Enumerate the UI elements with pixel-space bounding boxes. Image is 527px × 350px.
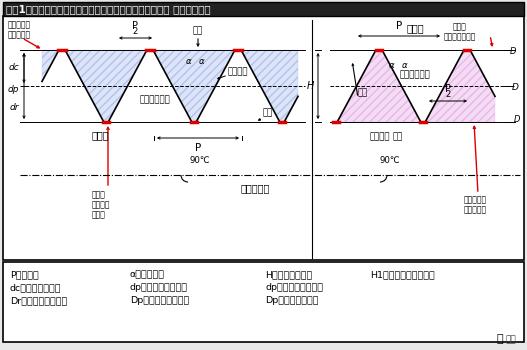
Bar [3, 16, 524, 260]
Text: α: α [186, 57, 191, 66]
Text: フランク: フランク [370, 133, 391, 141]
Text: ねじ山の角度: ねじ山の角度 [140, 96, 170, 105]
Bar [3, 2, 524, 16]
Text: 山頂の切り
とりの高さ: 山頂の切り とりの高さ [8, 20, 31, 40]
Text: 谷底: 谷底 [358, 89, 368, 98]
Text: おねじ: おねじ [91, 130, 109, 140]
Text: dp：おねじの有効径: dp：おねじの有効径 [130, 283, 188, 292]
Text: P: P [445, 84, 451, 94]
Text: 90℃: 90℃ [380, 156, 401, 165]
Text: H: H [307, 81, 314, 91]
Text: α: α [388, 61, 394, 70]
Text: フランク: フランク [228, 68, 249, 77]
Text: 谷底の
切りとり
の高さ: 谷底の 切りとり の高さ [92, 190, 111, 220]
Text: 2: 2 [445, 90, 451, 99]
Text: 🔍: 🔍 [496, 334, 503, 344]
Text: 谷底の
切りとりの高さ: 谷底の 切りとりの高さ [444, 22, 476, 41]
Text: 90℃: 90℃ [190, 156, 210, 165]
Text: 拡大: 拡大 [505, 335, 516, 344]
Text: D: D [514, 116, 521, 125]
Text: α: α [199, 57, 204, 66]
Bar [3, 262, 524, 342]
Text: 【図1】ねじ山の各部名称と記号（ねじ締結の理論と計算 養賢堂より）: 【図1】ねじ山の各部名称と記号（ねじ締結の理論と計算 養賢堂より） [6, 5, 211, 14]
Text: P：ピッチ: P：ピッチ [10, 270, 39, 279]
Text: D: D [512, 83, 519, 91]
Text: α：山の半角: α：山の半角 [130, 270, 165, 279]
Polygon shape [335, 50, 495, 122]
Text: ねじの軸線: ねじの軸線 [240, 183, 270, 193]
Text: 山頂: 山頂 [193, 26, 203, 35]
Text: dc：おねじの外径: dc：おねじの外径 [10, 283, 62, 292]
Text: 2: 2 [132, 27, 138, 36]
Text: Dp：めねじの内径: Dp：めねじの内径 [265, 296, 318, 305]
Text: D: D [510, 48, 516, 56]
Text: 山頂: 山頂 [393, 132, 403, 141]
Text: 山頂の切り
とりの高さ: 山頂の切り とりの高さ [464, 195, 487, 215]
Text: dc: dc [8, 63, 19, 72]
Text: dp: dp [7, 85, 19, 94]
Text: Dp：めねじの有効径: Dp：めねじの有効径 [130, 296, 189, 305]
Text: Dr：めねじの谷の径: Dr：めねじの谷の径 [10, 296, 67, 305]
Text: 谷底: 谷底 [263, 108, 273, 118]
Text: めねじ: めねじ [406, 23, 424, 33]
Polygon shape [42, 50, 298, 122]
Text: ねじ山の角度: ねじ山の角度 [399, 70, 431, 79]
Text: P: P [195, 143, 201, 153]
Text: H：とがり山高さ: H：とがり山高さ [265, 270, 313, 279]
Text: P: P [396, 21, 402, 31]
Text: dr: dr [9, 103, 19, 112]
Text: α: α [402, 61, 407, 70]
Text: P: P [132, 21, 138, 31]
Text: dp：おねじの谷の径: dp：おねじの谷の径 [265, 283, 323, 292]
Text: H1：ひっかかりの高さ: H1：ひっかかりの高さ [370, 270, 435, 279]
